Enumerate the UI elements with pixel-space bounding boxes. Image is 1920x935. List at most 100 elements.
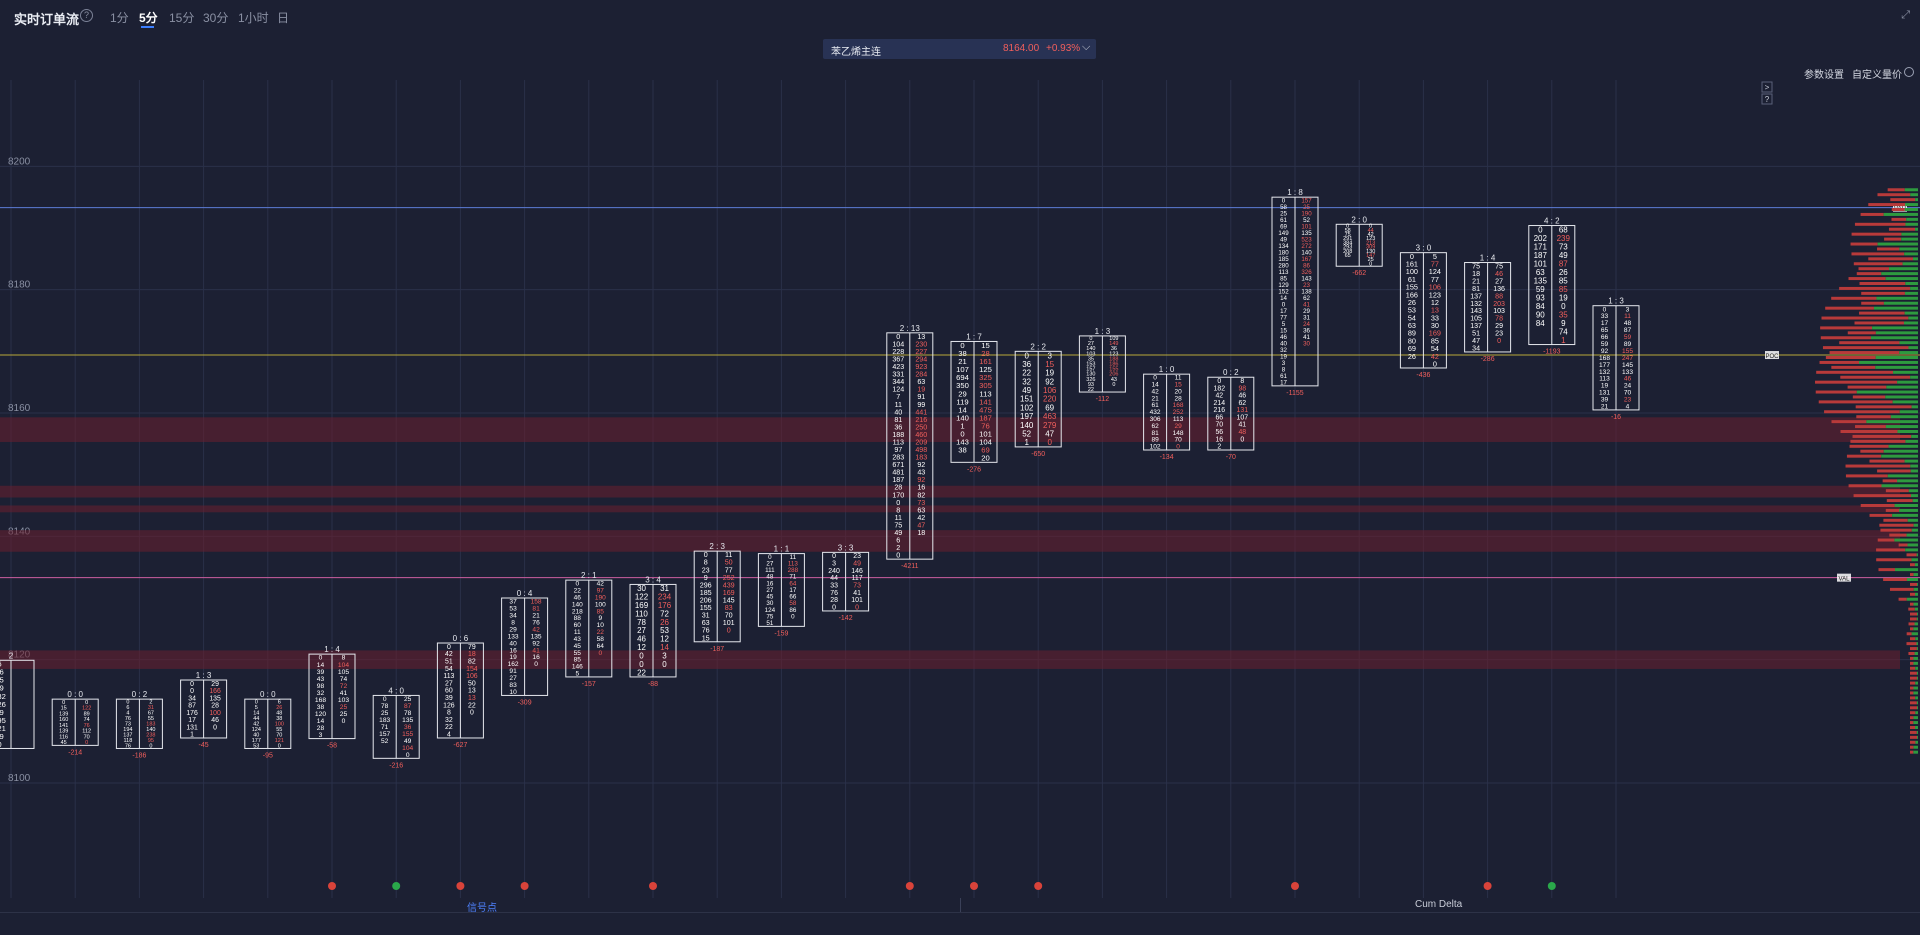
- ask-volume: 26: [276, 705, 282, 711]
- volume-profile-bar-buy: [1899, 247, 1918, 251]
- ask-volume: 42: [917, 514, 925, 522]
- bid-volume: 155: [700, 604, 712, 612]
- volume-profile-bar-buy: [1913, 686, 1918, 690]
- ask-volume: 58: [789, 600, 796, 607]
- timeframe-1m[interactable]: 1分: [110, 11, 129, 25]
- ask-volume: 29: [1174, 423, 1182, 430]
- signal-marker-icon[interactable]: [970, 882, 978, 890]
- bid-volume: 78: [381, 703, 389, 710]
- ask-volume: 95: [148, 738, 154, 744]
- info-icon[interactable]: [1904, 67, 1914, 77]
- volume-profile-bar-buy: [1913, 661, 1918, 665]
- candle-header: 2 : 3: [709, 542, 725, 551]
- volume-profile-bar-sell: [1825, 356, 1876, 359]
- bid-volume: 0: [768, 554, 772, 561]
- bid-volume: 185: [700, 589, 712, 597]
- signal-marker-icon[interactable]: [520, 882, 529, 890]
- ask-volume: 19: [917, 386, 925, 394]
- level-tag-val: VAL: [1839, 577, 1851, 583]
- ask-volume: 70: [1174, 437, 1182, 444]
- ask-volume: 279: [1043, 421, 1057, 430]
- contract-selector[interactable]: 苯乙烯主连 8164.00 +0.93% ⌵: [823, 39, 1096, 59]
- ask-volume: 22: [597, 629, 605, 636]
- bid-volume: 218: [572, 608, 583, 615]
- expand-icon[interactable]: ⤢: [1901, 9, 1910, 21]
- ask-volume: 0: [1369, 224, 1372, 230]
- ask-volume: 183: [915, 454, 927, 462]
- bid-volume: 34: [509, 612, 517, 619]
- ask-volume: 46: [1495, 271, 1503, 278]
- bid-volume: 151: [1020, 395, 1034, 404]
- timeframe-5m[interactable]: 5分: [139, 11, 158, 25]
- bid-volume: 52: [381, 738, 389, 745]
- footprint-chart[interactable]: 09:1009:1509:2009:2509:3009:3509:4009:45…: [0, 80, 1920, 898]
- signal-marker-icon[interactable]: [1483, 882, 1492, 890]
- bid-volume: 157: [379, 731, 390, 738]
- bid-volume: 139: [59, 729, 68, 735]
- bid-volume: 39: [317, 669, 325, 676]
- bid-volume: 69: [1408, 344, 1416, 353]
- bid-volume: 65: [1345, 253, 1351, 259]
- params-settings-button[interactable]: 参数设置: [1804, 70, 1844, 81]
- volume-profile-bar-sell: [1829, 351, 1900, 355]
- help-icon[interactable]: ?: [80, 9, 93, 22]
- bid-volume: 694: [956, 373, 969, 382]
- ask-volume: 91: [917, 393, 925, 401]
- ask-volume: 125: [979, 365, 992, 374]
- volume-profile-bar-buy: [1916, 642, 1918, 646]
- volume-profile-bar-buy: [1885, 395, 1918, 399]
- bid-volume: 42: [253, 721, 259, 727]
- signal-points-tab[interactable]: 信号点: [467, 903, 497, 914]
- custom-volume-button[interactable]: 自定义量价: [1852, 70, 1902, 81]
- volume-profile-bar-sell: [1869, 513, 1893, 517]
- signal-marker-icon[interactable]: [1034, 882, 1043, 890]
- candle-header: 1 : 3: [196, 671, 212, 680]
- bid-volume: 130: [1086, 372, 1095, 378]
- bid-volume: 0: [960, 341, 964, 350]
- bid-volume: 66: [1215, 414, 1223, 421]
- signal-marker-icon[interactable]: [1547, 882, 1556, 890]
- signal-marker-icon[interactable]: [905, 882, 914, 890]
- bid-volume: 73: [125, 721, 131, 727]
- ask-volume: 55: [148, 716, 154, 722]
- ask-volume: 0: [598, 650, 602, 657]
- ask-volume: 9: [598, 615, 602, 622]
- cum-delta-tab[interactable]: Cum Delta: [1415, 899, 1463, 910]
- timeframe-1h[interactable]: 1小时: [238, 11, 269, 25]
- chevron-down-icon: ⌵: [1082, 41, 1091, 53]
- ask-volume: 85: [1431, 336, 1439, 345]
- timeframe-30m[interactable]: 30分: [203, 11, 229, 25]
- signal-marker-icon[interactable]: [1291, 882, 1299, 890]
- volume-profile-bar-buy: [1876, 296, 1918, 300]
- volume-profile-bar-sell: [1818, 400, 1893, 404]
- bid-volume: 15: [61, 706, 67, 712]
- volume-profile-bar-sell: [1898, 543, 1908, 547]
- bid-volume: 14: [317, 662, 325, 669]
- timeframe-15m[interactable]: 15分: [169, 11, 195, 25]
- ask-volume: 70: [1624, 390, 1632, 397]
- ask-volume: 36: [1303, 328, 1310, 335]
- bid-volume: 14: [253, 710, 259, 716]
- volume-profile-bar-sell: [1825, 306, 1874, 310]
- timeframe-day[interactable]: 日: [277, 11, 290, 25]
- signal-marker-icon[interactable]: [649, 882, 657, 890]
- candle-delta: -214: [68, 749, 82, 756]
- ask-volume: 47: [917, 521, 925, 529]
- signal-marker-icon[interactable]: [456, 882, 465, 890]
- signal-marker-icon[interactable]: [328, 882, 336, 890]
- volume-profile-bar-sell: [1861, 291, 1905, 295]
- bid-volume: 214: [1214, 400, 1226, 407]
- ask-volume: 0: [85, 740, 88, 746]
- volume-profile-bar-sell: [1910, 750, 1914, 754]
- volume-profile-bar-buy: [1912, 499, 1918, 503]
- signal-marker-icon[interactable]: [392, 882, 401, 890]
- volume-profile-bar-sell: [1845, 474, 1888, 478]
- ask-volume: 23: [1303, 282, 1310, 289]
- bid-volume: 88: [574, 615, 582, 622]
- bid-volume: 33: [1601, 313, 1609, 320]
- ask-volume: 250: [915, 423, 927, 431]
- volume-profile-bar-buy: [1907, 518, 1918, 522]
- bid-volume: 32: [1280, 347, 1287, 354]
- volume-profile-bar-buy: [1915, 681, 1918, 685]
- volume-profile-bar-buy: [1913, 627, 1918, 631]
